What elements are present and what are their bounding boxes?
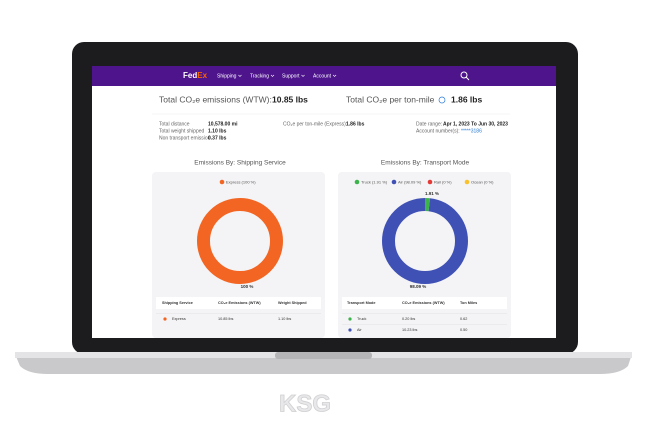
- donut-value-label: 1.91 %: [425, 191, 439, 196]
- logo-ex[interactable]: Ex: [197, 71, 207, 80]
- table-cell: Truck: [357, 317, 366, 321]
- table-cell: 0.20 lbs: [402, 317, 415, 321]
- detail-label: Total weight shipped: [159, 128, 205, 134]
- nav-item[interactable]: Tracking: [250, 73, 269, 79]
- watermark: KSG: [279, 390, 331, 417]
- row-swatch: [348, 328, 352, 332]
- detail-value[interactable]: *****3186: [461, 128, 482, 134]
- legend-label: Air (98.09 %): [398, 179, 422, 184]
- nav-bar: [92, 66, 556, 86]
- donut-segment: [382, 198, 468, 284]
- table-header: CO₂e Emissions (WTW): [402, 301, 445, 305]
- panel-title: Emissions By: Transport Mode: [381, 160, 470, 167]
- nav-item[interactable]: Account: [313, 73, 332, 79]
- panel-title: Emissions By: Shipping Service: [194, 160, 286, 167]
- nav-item[interactable]: Shipping: [217, 73, 237, 79]
- legend-label: Rail (0 %): [434, 179, 452, 184]
- legend-swatch: [427, 179, 433, 185]
- legend-swatch: [391, 179, 397, 185]
- table-header: Ton Miles: [460, 301, 477, 305]
- detail-label: Non transport emission: [159, 135, 211, 141]
- panel-card: [152, 172, 325, 338]
- legend-label: Express (100 %): [226, 179, 256, 184]
- detail-label: Date range:: [416, 121, 442, 127]
- table-cell: Express: [172, 317, 186, 321]
- summary-value: 1.86 lbs: [451, 94, 482, 104]
- summary-value: 10.85 lbs: [272, 94, 308, 104]
- legend-label: Ocean (0 %): [471, 179, 494, 184]
- table-cell: 1.10 lbs: [278, 317, 291, 321]
- table-cell: 0.50: [460, 328, 467, 332]
- detail-label: CO₂e per ton-mile (Express):: [283, 121, 347, 127]
- table-header-bg: [156, 297, 321, 309]
- table-cell: 0.62: [460, 317, 467, 321]
- donut-segment: [197, 198, 283, 284]
- detail-value: 10,578.00 mi: [208, 121, 238, 127]
- laptop-base: [15, 354, 632, 374]
- nav-chevron: [332, 74, 337, 77]
- row-swatch: [348, 317, 352, 321]
- logo[interactable]: FedEx: [183, 71, 208, 80]
- nav-chevron: [270, 74, 275, 77]
- legend-swatch: [219, 179, 225, 185]
- nav-chevron: [301, 74, 305, 77]
- detail-label: Account number(s):: [416, 128, 460, 134]
- search-icon[interactable]: [460, 71, 470, 81]
- summary-label: Total CO₂e per ton-mile: [346, 94, 435, 104]
- detail-value: 1.10 lbs: [208, 128, 227, 134]
- info-icon[interactable]: [438, 96, 446, 104]
- panel-card: [338, 172, 511, 338]
- table-header-bg: [342, 297, 507, 309]
- row-swatch: [163, 317, 167, 321]
- detail-value: Apr 1, 2023 To Jun 30, 2023: [443, 121, 508, 127]
- legend-label: Truck (1.91 %): [361, 179, 388, 184]
- summary-label: Total CO₂e emissions (WTW):: [159, 94, 272, 104]
- detail-value: 0.37 lbs: [208, 135, 227, 141]
- table-cell: Air: [357, 328, 362, 332]
- nav-item[interactable]: Support: [282, 73, 300, 79]
- detail-label: Total distance: [159, 121, 190, 127]
- donut-value-label: 98.09 %: [410, 284, 427, 289]
- legend-swatch: [354, 179, 360, 185]
- laptop-notch: [275, 352, 372, 359]
- table-header: Shipping Service: [162, 301, 193, 305]
- legend-swatch: [464, 179, 470, 185]
- donut-value-label: 100 %: [241, 284, 254, 289]
- nav-chevron: [238, 74, 242, 77]
- logo-fed[interactable]: Fed: [183, 71, 197, 80]
- table-cell: 10.23 lbs: [402, 328, 418, 332]
- detail-value: 1.86 lbs: [346, 121, 365, 127]
- panels: Emissions By: Shipping Service Express (1…: [152, 160, 511, 338]
- table-header: CO₂e Emissions (WTW): [218, 301, 261, 305]
- table-header: Transport Mode: [347, 301, 375, 305]
- table-header: Weight Shipped: [278, 301, 307, 305]
- table-cell: 10.85 lbs: [218, 317, 234, 321]
- nav-items: Shipping Tracking Support Account: [217, 73, 337, 79]
